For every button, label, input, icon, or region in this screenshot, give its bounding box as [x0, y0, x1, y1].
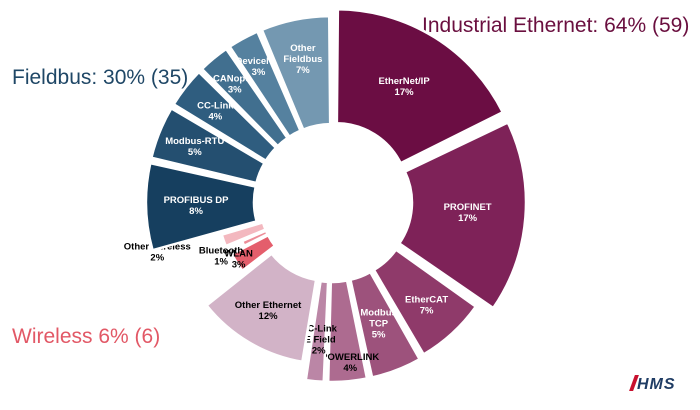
segment-value-cc-link: 4%: [209, 111, 223, 122]
segment-value-modbus-tcp: 5%: [372, 329, 386, 340]
segment-value-devicenet: 3%: [252, 67, 266, 78]
segment-name-bluetooth: Bluetooth: [199, 245, 244, 256]
segment-value-bluetooth: 1%: [214, 256, 228, 267]
segment-name-ethernet-ip: EtherNet/IP: [378, 76, 430, 87]
segment-name-wlan: WLAN: [224, 248, 253, 259]
segment-other-ethernet: [204, 251, 318, 364]
segment-cc-link-ie-field: [304, 279, 330, 384]
segment-name-cc-link: CC-Link: [197, 100, 234, 111]
segment-name-other-ethernet: Other Ethernet: [235, 300, 302, 311]
segment-profibus-dp: [144, 161, 259, 252]
group-title-fieldbus: Fieldbus: 30% (35): [12, 66, 189, 89]
segment-value-other-ethernet: 12%: [259, 311, 279, 322]
segment-modbus-rtu: [149, 106, 267, 185]
segment-name-modbus-tcp: Modbus: [360, 307, 396, 318]
segment-name-devicenet: DeviceNet: [236, 56, 283, 67]
segment-value-modbus-rtu: 5%: [188, 147, 202, 158]
segment-profinet: [397, 120, 528, 310]
segment-ethernet-ip: [335, 7, 505, 165]
segment-ethercat: [372, 247, 478, 357]
segment-name-powerlink: POWERLINK: [321, 352, 379, 363]
hms-logo: HMS: [629, 375, 676, 394]
segment-name-cc-link-ie-field: CC-Link: [301, 323, 338, 334]
segment-name-modbus-rtu: Modbus-RTU: [165, 136, 224, 147]
segment-bluetooth: [240, 229, 270, 248]
segment-label-profibus-dp: PROFIBUS DP8%: [164, 195, 230, 217]
segment-other-wireless: [220, 220, 268, 248]
segment-value-ethernet-ip: 17%: [395, 87, 415, 98]
segment-value-other-fieldbus: 7%: [296, 65, 310, 76]
segment-devicenet: [228, 30, 303, 139]
segment-value-canopen: 3%: [228, 84, 242, 95]
segment-value-powerlink: 4%: [343, 363, 357, 374]
segment-value-cc-link-ie-field: 2%: [312, 345, 326, 356]
segment-value-ethercat: 7%: [420, 306, 434, 317]
segment-name-ethercat: EtherCAT: [405, 295, 448, 306]
segment-name-profinet: PROFINET: [444, 202, 492, 213]
group-title-wireless: Wireless 6% (6): [12, 325, 161, 348]
segment-modbus-tcp: [348, 270, 422, 379]
segment-value-other-wireless: 2%: [150, 253, 164, 264]
group-title-industrial-ethernet: Industrial Ethernet: 64% (59): [422, 14, 690, 37]
segment-name-other-fieldbus: Fieldbus: [283, 54, 322, 65]
segment-value-profinet: 17%: [458, 213, 478, 224]
segment-powerlink: [326, 279, 369, 384]
segment-name-cc-link-ie-field: IE Field: [302, 334, 336, 345]
segment-name-other-fieldbus: Other: [290, 43, 316, 54]
segment-name-profibus-dp: PROFIBUS DP: [164, 195, 230, 206]
segment-value-profibus-dp: 8%: [189, 206, 203, 217]
segment-value-wlan: 3%: [232, 259, 246, 270]
segment-wlan: [230, 233, 277, 273]
segment-cc-link: [172, 70, 278, 163]
segment-name-canopen: CANopen: [213, 73, 256, 84]
segment-name-modbus-tcp: TCP: [369, 318, 389, 329]
segment-canopen: [200, 47, 290, 148]
segment-other-fieldbus: [260, 14, 332, 132]
